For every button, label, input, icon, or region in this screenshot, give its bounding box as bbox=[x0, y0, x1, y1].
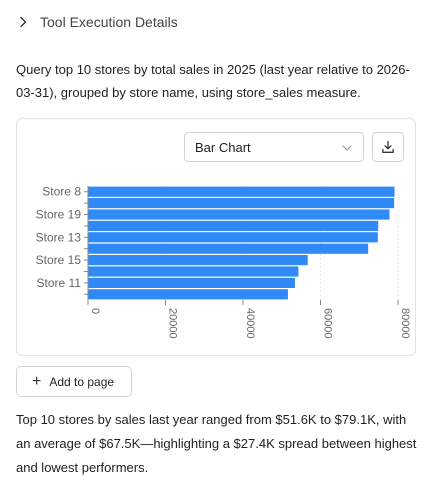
y-tick-label: Store 19 bbox=[36, 208, 82, 222]
bar-chart: 0 20000 40000 60000 80000 Store 8 Store 19 Stor… bbox=[36, 185, 411, 339]
y-tick-label: Store 8 bbox=[42, 185, 81, 199]
download-button[interactable] bbox=[372, 132, 404, 162]
chevron-right-icon bbox=[20, 16, 27, 28]
bar bbox=[88, 232, 378, 243]
tool-details-title: Tool Execution Details bbox=[40, 14, 178, 30]
chevron-down-icon bbox=[342, 145, 352, 151]
bar bbox=[88, 209, 390, 220]
bar bbox=[88, 198, 395, 209]
bar bbox=[88, 186, 395, 197]
bar bbox=[88, 289, 288, 300]
chart-type-select[interactable]: Bar Chart bbox=[184, 132, 364, 162]
bar bbox=[88, 255, 308, 266]
chart-type-selected: Bar Chart bbox=[195, 139, 251, 155]
result-summary: Top 10 stores by sales last year ranged … bbox=[16, 412, 417, 475]
bar bbox=[88, 266, 299, 277]
x-tick-label: 80000 bbox=[399, 308, 411, 339]
add-to-page-label: Add to page bbox=[49, 374, 115, 389]
y-tick-label: Store 15 bbox=[36, 253, 82, 267]
query-description: Query top 10 stores by total sales in 20… bbox=[16, 62, 410, 100]
y-tick-label: Store 13 bbox=[36, 230, 82, 244]
chart-card: Bar Chart 0 20000 40000 60000 80000 Store 8 St… bbox=[16, 118, 416, 356]
x-tick-label: 0 bbox=[89, 308, 101, 314]
bar bbox=[88, 243, 369, 254]
bar bbox=[88, 220, 379, 231]
download-icon bbox=[382, 140, 394, 153]
bar bbox=[88, 277, 295, 288]
tool-details-toggle[interactable]: Tool Execution Details bbox=[16, 12, 178, 32]
y-tick-label: Store 11 bbox=[37, 276, 82, 290]
plus-icon: + bbox=[32, 372, 42, 390]
x-tick-label: 60000 bbox=[322, 308, 334, 339]
x-tick-label: 20000 bbox=[167, 308, 179, 339]
x-tick-label: 40000 bbox=[244, 308, 256, 339]
add-to-page-button[interactable]: + Add to page bbox=[16, 366, 132, 397]
